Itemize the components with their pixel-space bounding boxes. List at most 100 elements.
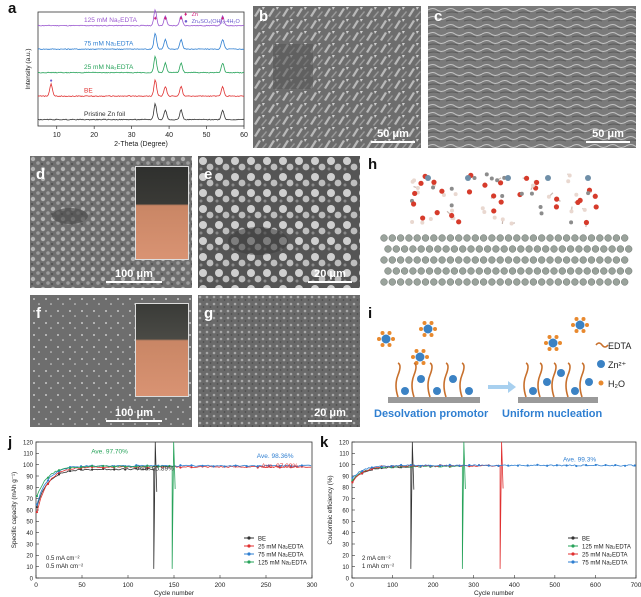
- zn-atom: [621, 234, 629, 242]
- scale-bar-g: 20 μm: [308, 407, 352, 422]
- zn-atom: [434, 267, 442, 275]
- zn-ion: [545, 175, 551, 181]
- molecule-atom: [466, 189, 473, 195]
- edta-chain: [443, 362, 449, 398]
- panel-label-g: g: [204, 305, 214, 322]
- zn-atom: [513, 256, 521, 264]
- zn-atom: [571, 256, 579, 264]
- molecule-atom: [449, 186, 454, 191]
- zn-atom: [517, 267, 525, 275]
- xrd-plot-frame: [37, 11, 245, 127]
- chartj-legend-marker: [247, 560, 251, 564]
- chartk-condition-text: 1 mAh cm⁻²: [362, 564, 394, 570]
- zn-ion: [425, 175, 431, 181]
- zn-atom: [538, 256, 546, 264]
- molecule-atom: [498, 199, 504, 205]
- scale-bar-b: 50 μm: [371, 128, 415, 143]
- chartj-ytick-label: 100: [23, 463, 34, 469]
- zn-atom: [504, 234, 513, 242]
- zn-atom: [405, 256, 413, 264]
- zn-atom: [496, 256, 504, 264]
- chartk-condition-text: 2 mA cm⁻²: [362, 556, 391, 562]
- zn-atom: [425, 267, 434, 275]
- zn-atom: [438, 278, 446, 286]
- chartk-ytick-label: 100: [339, 463, 350, 469]
- chartk-series-line: [352, 464, 635, 479]
- molecule-atom: [482, 209, 487, 214]
- water-molecule: [554, 347, 559, 352]
- zn-atom: [492, 245, 500, 253]
- zn-atom: [438, 256, 446, 264]
- sem-image-c: [428, 6, 636, 148]
- scale-text-e: 20 μm: [314, 268, 346, 280]
- xrd-series-label: 25 mM Na₂EDTA: [84, 64, 134, 71]
- zn-atom: [625, 245, 633, 253]
- zn-atom: [538, 234, 546, 242]
- zn-ion: [529, 387, 537, 395]
- chartk-legend-marker: [571, 560, 575, 564]
- scale-text-g: 20 μm: [314, 407, 346, 419]
- zn-atom: [446, 234, 455, 242]
- zn-atom: [475, 245, 483, 253]
- molecule-atom: [439, 188, 445, 194]
- zn-atom: [446, 278, 455, 286]
- zn-atom: [405, 234, 413, 242]
- legend-zn-icon: [597, 360, 605, 368]
- water-molecule: [547, 334, 552, 339]
- zn-atom: [608, 245, 616, 253]
- zn-atom: [587, 234, 596, 242]
- water-molecule: [380, 343, 385, 348]
- zn-atom: [384, 267, 392, 275]
- zn-atom: [442, 267, 450, 275]
- molecule-atom: [530, 183, 535, 188]
- zn-atom: [388, 278, 396, 286]
- water-molecule: [422, 320, 427, 325]
- zn-atom: [496, 278, 504, 286]
- caption-desolvation: Desolvation promotor: [374, 408, 489, 420]
- molecule-atom: [420, 220, 425, 225]
- zn-atom: [471, 234, 479, 242]
- edta-chain: [523, 362, 529, 398]
- chartk-series-line: [352, 441, 504, 569]
- xrd-zn-marker: ♦: [164, 16, 167, 22]
- panel-label-i: i: [368, 305, 373, 322]
- xrd-xtick-label: 50: [203, 132, 211, 139]
- zn-atom: [483, 245, 492, 253]
- molecule-atom: [583, 219, 590, 226]
- chartj-ytick-label: 80: [26, 486, 33, 492]
- chartj-xtick-label: 250: [261, 582, 272, 589]
- xrd-legend-symbol: ♦: [184, 12, 187, 18]
- zn-atom: [396, 278, 405, 286]
- water-molecule: [421, 348, 426, 353]
- water-molecule: [421, 361, 426, 366]
- xrd-xlabel: 2-Theta (Degree): [114, 141, 168, 148]
- molecule-atom: [489, 176, 494, 181]
- zn-atom: [384, 245, 392, 253]
- zn-ion: [401, 387, 409, 395]
- molecule-atom: [553, 204, 560, 210]
- zn-atom: [488, 234, 496, 242]
- molecule-atom: [415, 185, 420, 190]
- molecule-atom: [566, 179, 571, 184]
- zn-atom: [450, 267, 459, 275]
- zn-atom: [508, 267, 517, 275]
- xrd-xtick-label: 60: [240, 132, 248, 139]
- zn-atom: [583, 267, 591, 275]
- xrd-legend-symbol: ●: [184, 19, 188, 25]
- water-molecule: [585, 323, 589, 327]
- zn-atom: [596, 234, 604, 242]
- zn-atom: [529, 256, 538, 264]
- zn-atom: [616, 267, 625, 275]
- molecule-atom: [472, 175, 477, 180]
- edta-chain: [459, 362, 465, 398]
- zn-atom: [550, 245, 558, 253]
- zn-atom: [434, 245, 442, 253]
- zn-atom: [604, 256, 612, 264]
- chartj-ytick-label: 10: [26, 565, 33, 571]
- chartj-xtick-label: 0: [34, 582, 38, 589]
- zn-atom: [450, 245, 459, 253]
- xrd-zn-marker: ♦: [221, 16, 224, 22]
- water-molecule: [433, 327, 437, 331]
- xrd-xtick-label: 40: [165, 132, 173, 139]
- zn-atom: [380, 234, 388, 242]
